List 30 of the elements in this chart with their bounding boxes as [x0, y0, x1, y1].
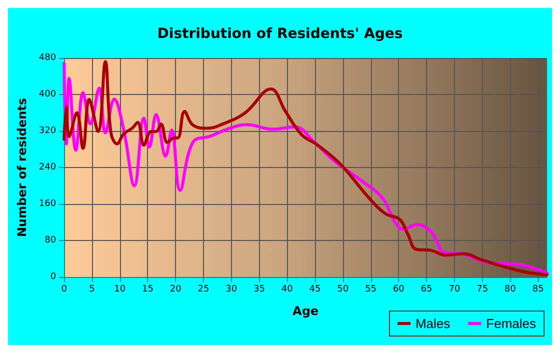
chart-title: Distribution of Residents' Ages: [157, 26, 403, 42]
x-tick-label: 15: [142, 284, 154, 294]
y-axis-title: Number of residents: [15, 98, 29, 238]
x-tick-label: 5: [89, 284, 95, 294]
y-tick-label: 0: [50, 272, 56, 282]
x-tick-label: 40: [281, 284, 294, 294]
x-tick-label: 50: [337, 284, 349, 294]
x-tick-label: 20: [170, 284, 182, 294]
x-tick-label: 70: [448, 284, 460, 294]
y-tick-label: 80: [44, 236, 56, 246]
x-tick-label: 0: [61, 284, 68, 294]
legend-label: Females: [486, 316, 536, 331]
x-tick-label: 55: [365, 284, 377, 294]
x-tick-label: 60: [392, 284, 405, 294]
y-tick-label: 320: [38, 126, 56, 136]
x-tick-label: 45: [309, 284, 321, 294]
x-tick-label: 25: [198, 284, 210, 294]
x-tick-label: 30: [226, 284, 238, 294]
y-tick-label: 400: [38, 90, 56, 100]
legend-label: Males: [415, 316, 451, 331]
x-tick-label: 80: [504, 284, 516, 294]
x-tick-label: 35: [254, 284, 265, 294]
y-tick-label: 160: [38, 199, 56, 209]
x-axis-title: Age: [292, 304, 319, 318]
x-tick-label: 65: [420, 284, 432, 294]
x-tick-label: 10: [114, 284, 126, 294]
x-tick-label: 75: [476, 284, 488, 294]
y-tick-label: 480: [38, 53, 56, 63]
y-tick-label: 240: [38, 162, 56, 172]
x-tick-label: 85: [532, 284, 544, 294]
